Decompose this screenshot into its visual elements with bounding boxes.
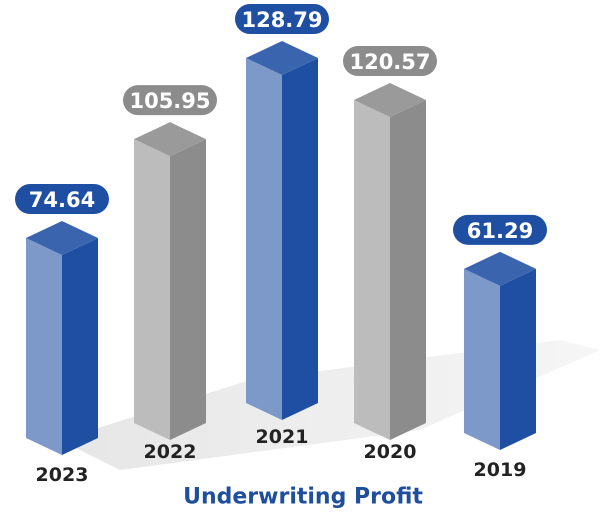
bar-top	[26, 221, 98, 256]
value-pill	[123, 85, 217, 116]
bar-front	[354, 100, 390, 441]
value-label: 128.79	[241, 8, 322, 32]
category-label: 2023	[36, 464, 89, 486]
bar-front	[26, 238, 62, 455]
chart-title: Underwriting Profit	[183, 485, 423, 510]
category-label: 2020	[364, 441, 417, 463]
bar-front	[134, 139, 170, 440]
bar-front	[464, 268, 500, 450]
category-label: 2019	[474, 459, 527, 481]
bar-side	[282, 58, 318, 420]
bar-side	[170, 139, 206, 440]
value-pill	[453, 214, 547, 245]
value-pill	[15, 184, 109, 215]
value-label: 120.57	[349, 50, 430, 74]
bar-top	[134, 122, 206, 157]
value-label: 61.29	[467, 219, 533, 243]
bar-top	[464, 251, 536, 286]
value-label: 74.64	[29, 188, 95, 212]
value-pill	[343, 46, 437, 77]
value-pill	[235, 4, 329, 34]
bar-front	[246, 58, 282, 420]
bar-top	[354, 83, 426, 118]
bar-side	[500, 268, 536, 450]
bar-side	[390, 100, 426, 441]
category-label: 2022	[144, 441, 197, 463]
bars: 74.64 2023 105.95 2022 128.79 2021 120.57 2020 6…	[15, 4, 547, 486]
bar-side	[62, 238, 98, 455]
bar-top	[246, 41, 318, 75]
value-label: 105.95	[129, 89, 210, 113]
category-label: 2021	[256, 426, 309, 448]
